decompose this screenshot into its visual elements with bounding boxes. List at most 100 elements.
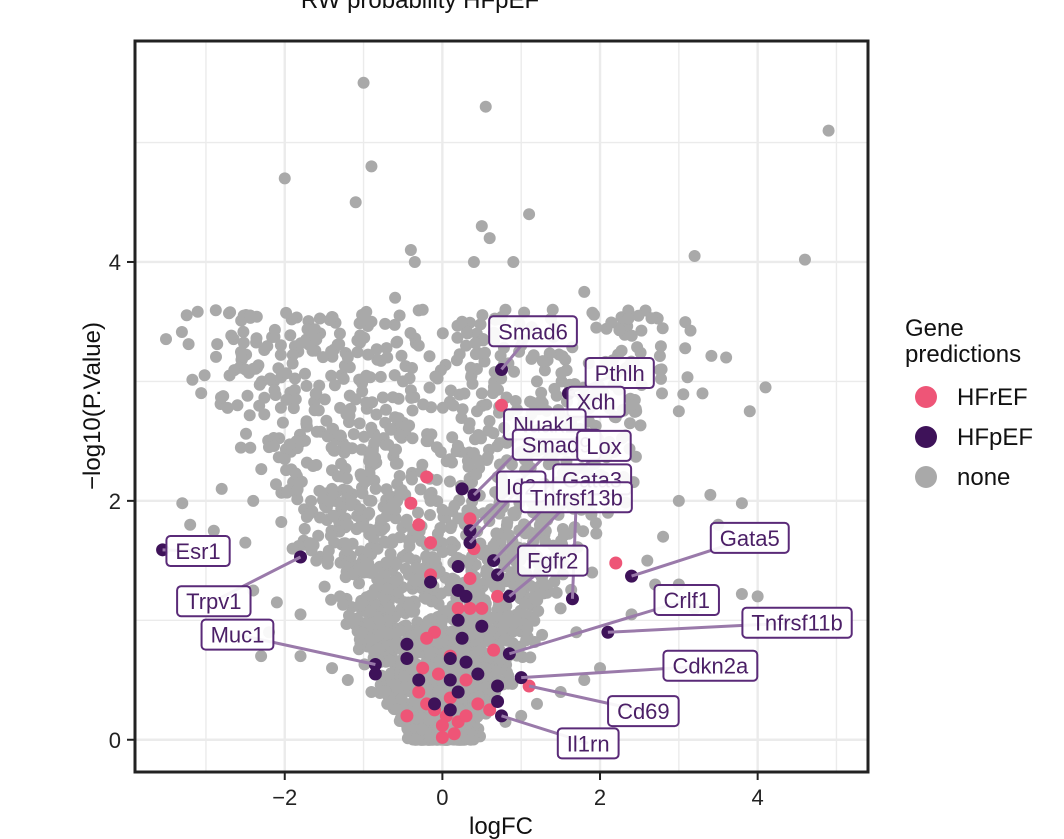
gene-point-none: [798, 253, 811, 266]
gene-point-none: [313, 484, 326, 497]
gene-point-none: [198, 369, 211, 382]
gene-point-none: [262, 441, 275, 454]
gene-point-none: [424, 509, 436, 521]
axes: −2 0 2 4 0 2 4: [109, 250, 764, 810]
gene-point-none: [490, 665, 503, 678]
gene-point-none: [364, 589, 377, 602]
chart-title: RW probability HFpEF: [301, 0, 539, 14]
gene-point-none: [389, 638, 402, 651]
gene-point-none: [210, 350, 222, 363]
gene-point-none: [398, 670, 411, 683]
gene-point-none: [625, 399, 638, 412]
gene-point-none: [322, 544, 335, 557]
gene-point-none: [207, 524, 220, 537]
gene-point-hfref: [463, 512, 477, 526]
gene-point-none: [487, 539, 500, 552]
gene-point-none: [353, 317, 366, 330]
gene-label-crlf1: Crlf1: [653, 584, 720, 616]
gene-point-none: [326, 482, 339, 495]
gene-point-none: [389, 627, 402, 640]
gene-point-none: [365, 447, 378, 460]
gene-point-none: [388, 369, 401, 382]
gene-point-none: [280, 306, 293, 319]
gene-point-none: [373, 614, 386, 627]
gene-point-none: [382, 438, 395, 451]
gene-point-none: [446, 431, 459, 444]
gene-point-none: [557, 529, 570, 542]
gene-point-none: [180, 309, 193, 322]
gene-point-hfpef: [451, 560, 465, 574]
gene-point-none: [253, 378, 266, 391]
gene-point-none: [291, 493, 304, 506]
gene-point-none: [395, 693, 408, 706]
gene-point-none: [460, 339, 473, 352]
gene-point-none: [305, 544, 318, 557]
gene-point-none: [209, 304, 222, 317]
gene-point-none: [221, 401, 234, 414]
gene-label-text: Lox: [586, 434, 621, 459]
gene-point-none: [735, 588, 748, 601]
gene-point-none: [184, 518, 197, 531]
gene-point-none: [250, 336, 263, 349]
gene-point-none: [244, 309, 257, 322]
gene-point-none: [479, 100, 492, 113]
x-tick-label: −2: [272, 785, 297, 810]
gene-point-none: [365, 494, 378, 507]
gene-label-box: [556, 727, 620, 760]
gene-point-none: [423, 713, 436, 726]
gene-point-none: [347, 568, 360, 581]
legend: Gene predictions HFrEF HFpEF none: [905, 315, 1033, 491]
gene-point-none: [399, 562, 412, 575]
gene-point-none: [436, 327, 449, 340]
gene-point-none: [364, 605, 377, 618]
gene-point-none: [657, 530, 670, 543]
gene-label-smad6: Smad6: [488, 315, 578, 348]
gene-point-none: [536, 355, 549, 368]
gene-point-none: [258, 391, 271, 404]
gene-point-none: [389, 411, 402, 424]
gene-point-none: [355, 598, 368, 611]
gene-point-none: [466, 618, 479, 631]
gene-point-none: [294, 650, 307, 663]
gene-point-hfref: [447, 727, 461, 741]
gene-point-hfref: [420, 470, 434, 484]
plot-border: [133, 39, 870, 774]
gene-point-none: [310, 333, 323, 346]
gene-point-none: [523, 208, 536, 221]
gene-point-none: [530, 697, 543, 710]
gene-point-none: [274, 339, 287, 352]
gene-point-none: [429, 370, 442, 383]
gene-point-none: [299, 367, 311, 380]
gene-point-hfpef: [400, 652, 414, 666]
gene-point-hfref: [609, 556, 623, 570]
gene-point-none: [484, 612, 497, 625]
gene-point-none: [483, 415, 496, 427]
gene-point-none: [509, 395, 522, 407]
gene-label-tnfrsf13b: Tnfrsf13b: [519, 481, 633, 514]
gene-label-text: Trpv1: [186, 589, 241, 614]
gene-point-hfref: [435, 718, 449, 732]
gene-point-none: [191, 305, 204, 318]
gene-point-hfref: [483, 703, 497, 717]
gene-point-none: [406, 432, 419, 445]
gene-point-none: [759, 381, 772, 394]
gene-point-none: [423, 381, 436, 394]
legend-key-none: [915, 466, 937, 488]
gene-point-none: [672, 405, 685, 418]
gene-point-none: [451, 439, 464, 452]
gene-point-none: [409, 575, 422, 588]
gene-label-text: Pthlh: [595, 361, 645, 386]
gene-point-none: [294, 337, 307, 350]
gene-point-none: [289, 372, 301, 385]
gene-point-none: [357, 520, 370, 533]
gene-point-hfpef: [451, 613, 465, 627]
gene-point-none: [403, 534, 415, 547]
gene-point-none: [326, 662, 339, 675]
gene-point-none: [310, 387, 323, 400]
gene-point-hfref: [412, 685, 426, 699]
gene-point-none: [364, 633, 377, 646]
gene-point-none: [410, 733, 423, 746]
gene-point-none: [270, 596, 283, 609]
gene-label-box: [488, 315, 578, 348]
gene-point-none: [684, 324, 697, 337]
